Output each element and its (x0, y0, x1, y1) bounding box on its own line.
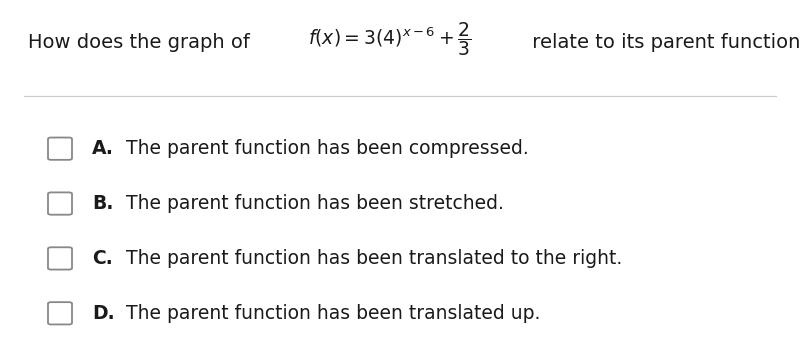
FancyBboxPatch shape (48, 247, 72, 270)
Text: How does the graph of: How does the graph of (28, 33, 256, 52)
Text: D.: D. (92, 304, 114, 323)
Text: C.: C. (92, 249, 113, 268)
Text: The parent function has been translated to the right.: The parent function has been translated … (126, 249, 622, 268)
Text: $\mathit{f}(\mathit{x})=3(4)^{x-6}+\dfrac{2}{3}$: $\mathit{f}(\mathit{x})=3(4)^{x-6}+\dfra… (308, 20, 472, 58)
FancyBboxPatch shape (48, 193, 72, 215)
Text: relate to its parent function?: relate to its parent function? (526, 33, 800, 52)
Text: B.: B. (92, 194, 114, 213)
Text: The parent function has been stretched.: The parent function has been stretched. (126, 194, 504, 213)
FancyBboxPatch shape (48, 138, 72, 160)
FancyBboxPatch shape (48, 302, 72, 324)
Text: The parent function has been translated up.: The parent function has been translated … (126, 304, 541, 323)
Text: The parent function has been compressed.: The parent function has been compressed. (126, 139, 529, 158)
Text: A.: A. (92, 139, 114, 158)
